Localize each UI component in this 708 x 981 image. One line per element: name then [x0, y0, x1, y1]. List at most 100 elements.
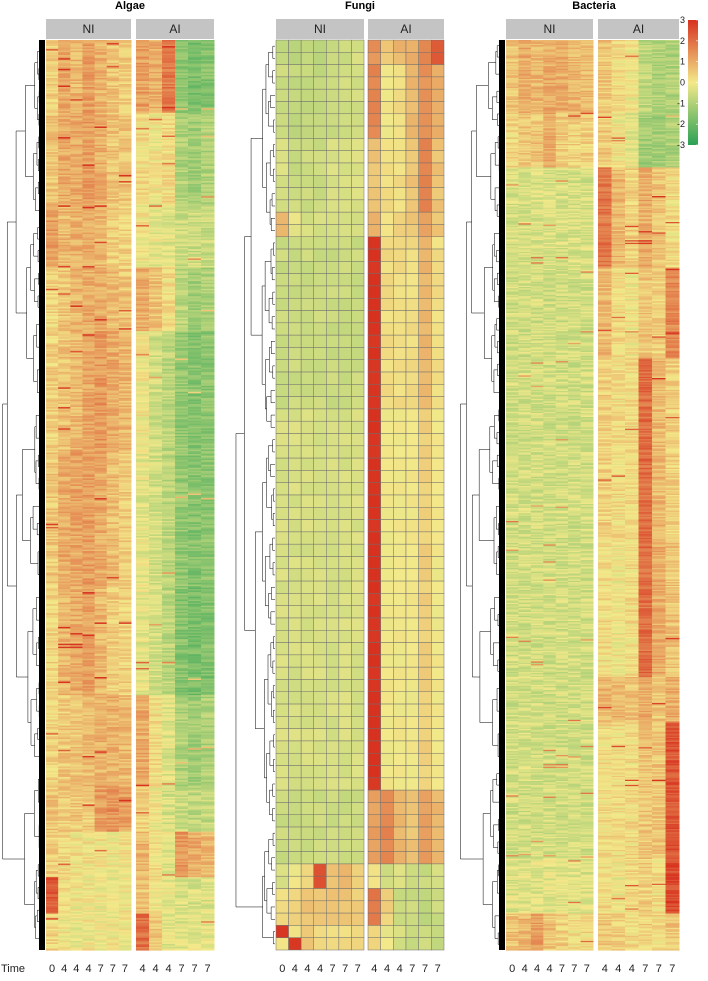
- heatmap-cell: [70, 205, 83, 208]
- heatmap-cell: [106, 194, 120, 197]
- heatmap-cell: [175, 187, 189, 190]
- heatmap-cell: [136, 244, 150, 247]
- heatmap-cell: [58, 187, 71, 190]
- heatmap-cell: [149, 187, 163, 190]
- heatmap-cell: [136, 346, 150, 349]
- heatmap-cell: [82, 340, 96, 343]
- heatmap-cell: [188, 322, 202, 325]
- heatmap-cell: [118, 94, 132, 97]
- heatmap-cell: [46, 208, 59, 211]
- heatmap-cell: [106, 218, 120, 222]
- heatmap-cell: [94, 199, 108, 202]
- heatmap-cell: [149, 322, 163, 325]
- heatmap-cell: [58, 346, 71, 349]
- heatmap-cell: [175, 205, 189, 208]
- heatmap-cell: [175, 220, 189, 223]
- heatmap-cell: [175, 103, 189, 106]
- heatmap-cell: [175, 253, 189, 256]
- heatmap-cell: [46, 87, 59, 90]
- heatmap-cell: [136, 52, 150, 55]
- heatmap-cell: [58, 229, 71, 232]
- heatmap-cell: [58, 188, 71, 191]
- heatmap-cell: [118, 225, 132, 228]
- heatmap-cell: [46, 215, 59, 219]
- heatmap-cell: [94, 108, 108, 111]
- heatmap-cell: [58, 238, 71, 241]
- heatmap-cell: [58, 275, 71, 278]
- heatmap-cell: [136, 47, 150, 50]
- heatmap-cell: [175, 115, 189, 118]
- heatmap-cell: [94, 215, 108, 219]
- heatmap-cell: [70, 299, 83, 302]
- heatmap-cell: [188, 137, 202, 140]
- heatmap-cell: [70, 229, 83, 232]
- heatmap-cell: [175, 282, 189, 285]
- heatmap-cell: [136, 262, 150, 266]
- heatmap-cell: [118, 285, 132, 288]
- heatmap-cell: [175, 343, 189, 346]
- heatmap-cell: [162, 262, 176, 266]
- heatmap-cell: [70, 302, 83, 305]
- heatmap-cell: [58, 88, 71, 91]
- heatmap-cell: [136, 309, 150, 313]
- heatmap-cell: [94, 141, 108, 144]
- heatmap-cell: [70, 305, 83, 308]
- heatmap-cell: [46, 56, 59, 59]
- heatmap-cell: [58, 305, 71, 308]
- heatmap-cell: [201, 247, 215, 250]
- heatmap-cell: [106, 94, 120, 97]
- heatmap-cell: [162, 174, 176, 178]
- heatmap-cell: [201, 91, 215, 94]
- heatmap-cell: [58, 50, 71, 53]
- heatmap-cell: [58, 347, 71, 350]
- heatmap-cell: [188, 256, 202, 259]
- heatmap-cell: [82, 76, 96, 79]
- heatmap-cell: [82, 55, 96, 58]
- heatmap-cell: [136, 235, 150, 238]
- heatmap-cell: [118, 131, 132, 134]
- heatmap-cell: [149, 87, 163, 90]
- heatmap-cell: [106, 62, 120, 65]
- heatmap-cell: [106, 347, 120, 350]
- heatmap-cell: [106, 87, 120, 90]
- heatmap-cell: [136, 65, 150, 68]
- heatmap-cell: [149, 253, 163, 256]
- heatmap-cell: [118, 317, 132, 320]
- heatmap-cell: [118, 246, 132, 249]
- heatmap-cell: [188, 109, 202, 112]
- heatmap-cell: [188, 79, 202, 82]
- heatmap-cell: [106, 278, 120, 281]
- heatmap-cell: [162, 217, 176, 220]
- heatmap-cell: [201, 118, 215, 121]
- heatmap-cell: [175, 346, 189, 349]
- heatmap-cell: [201, 228, 215, 231]
- heatmap-cell: [175, 99, 189, 102]
- heatmap-cell: [70, 256, 83, 259]
- heatmap-cell: [118, 83, 132, 87]
- heatmap-cell: [175, 50, 189, 53]
- heatmap-cell: [136, 337, 150, 340]
- heatmap-cell: [118, 265, 132, 269]
- heatmap-cell: [106, 165, 120, 168]
- heatmap-cell: [46, 187, 59, 190]
- heatmap-cell: [106, 46, 120, 49]
- heatmap-cell: [82, 319, 96, 322]
- heatmap-cell: [46, 77, 59, 81]
- heatmap-cell: [118, 176, 132, 179]
- heatmap-cell: [70, 232, 83, 235]
- heatmap-cell: [70, 126, 83, 129]
- heatmap-cell: [118, 208, 132, 211]
- heatmap-cell: [94, 281, 108, 284]
- heatmap-cell: [136, 284, 150, 287]
- heatmap-cell: [162, 188, 176, 191]
- heatmap-cell: [162, 234, 176, 237]
- heatmap-cell: [175, 302, 189, 305]
- heatmap-cell: [118, 156, 132, 159]
- heatmap-cell: [136, 203, 150, 206]
- heatmap-cell: [70, 340, 83, 343]
- heatmap-cell: [46, 252, 59, 255]
- heatmap-cell: [82, 93, 96, 96]
- heatmap-cell: [188, 244, 202, 247]
- heatmap-cell: [188, 323, 202, 326]
- heatmap-cell: [188, 135, 202, 138]
